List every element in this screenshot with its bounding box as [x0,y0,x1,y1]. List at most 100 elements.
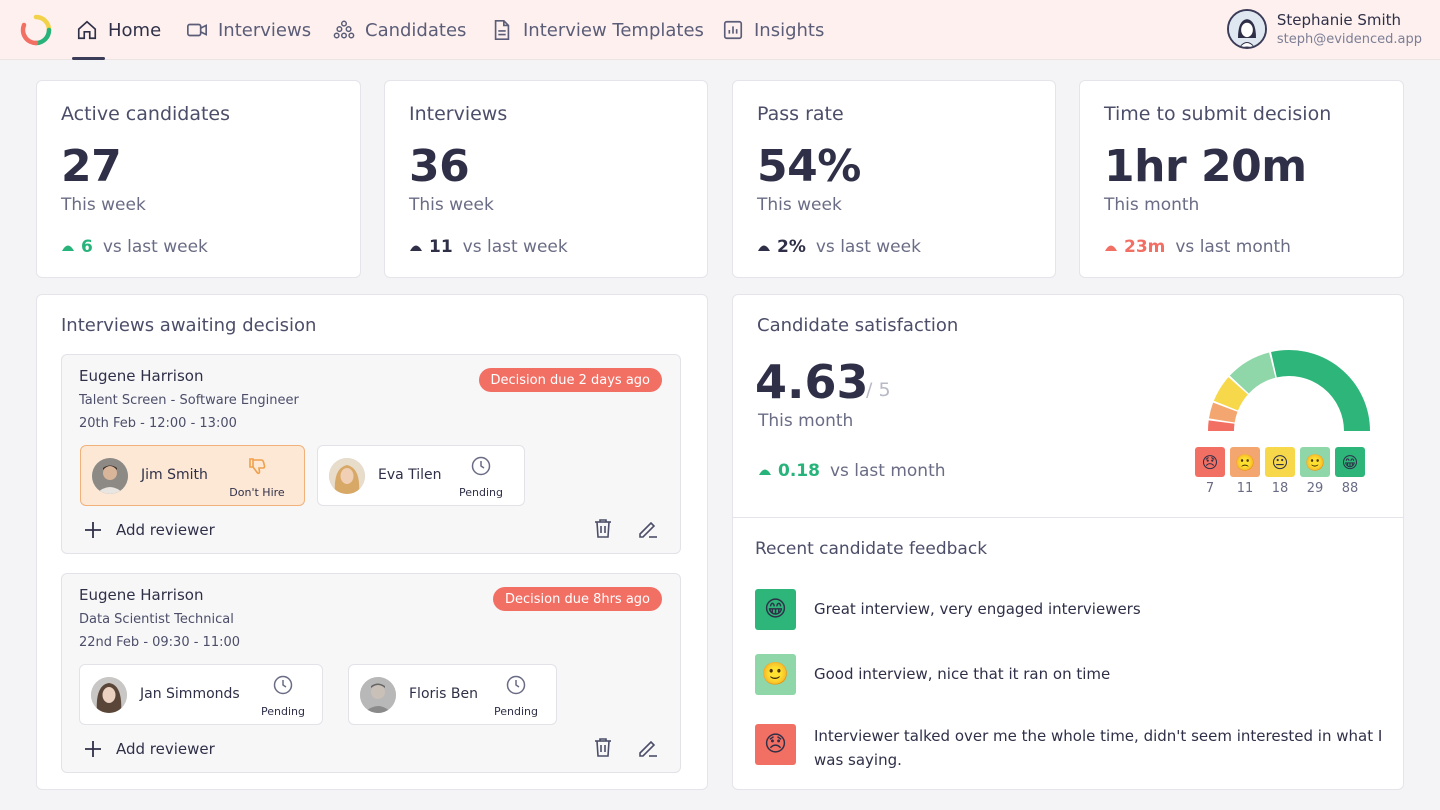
thumbs-down-icon [249,458,266,475]
candidate-name: Eugene Harrison [79,586,204,604]
rating-item: 🙂 29 [1300,447,1330,496]
reviewer-avatar [92,458,128,494]
reviewer-card[interactable]: Jan Simmonds Pending [79,664,323,725]
edit-icon[interactable] [637,517,659,539]
happy-face-icon: 🙂 [1300,447,1330,477]
trend-up-icon [759,469,771,475]
top-nav: Home Interviews Candidates Interview Tem… [0,0,1440,60]
plus-icon [85,522,101,538]
add-reviewer-label: Add reviewer [116,740,215,758]
nav-interview-templates[interactable]: Interview Templates [491,0,704,60]
feedback-item: 🙂 Good interview, nice that it ran on ti… [755,654,1384,695]
reviewer-avatar [91,677,127,713]
awaiting-decision-panel: Interviews awaiting decision Eugene Harr… [36,294,708,790]
document-icon [494,20,510,40]
nav-insights-label: Insights [754,19,825,41]
reviewer-card[interactable]: Eva Tilen Pending [317,445,525,506]
reviewer-status-label: Pending [261,705,305,718]
candidate-satisfaction-panel: Candidate satisfaction 4.63 / 5 This mon… [732,294,1404,790]
stat-period: This month [1104,195,1200,215]
gauge-segment [1229,352,1277,394]
nav-insights[interactable]: Insights [722,0,824,60]
interview-card[interactable]: Eugene Harrison Data Scientist Technical… [61,573,681,773]
nav-home[interactable]: Home [71,0,162,60]
reviewer-name: Floris Ben [409,686,478,702]
feedback-item: 😁 Great interview, very engaged intervie… [755,589,1384,630]
stat-value: 27 [61,141,122,192]
candidate-name: Eugene Harrison [79,367,204,385]
satisfaction-period: This month [758,411,854,431]
trend-up-icon [410,245,422,251]
feedback-text: Great interview, very engaged interviewe… [814,600,1141,618]
gauge-segment [1208,420,1235,432]
stat-delta: 2% [777,237,806,257]
stat-delta: 11 [429,237,453,257]
panel-title: Interviews awaiting decision [61,315,317,336]
stat-label: Interviews [409,103,508,125]
stat-compare: vs last month [1175,237,1291,257]
edit-icon[interactable] [637,736,659,758]
satisfaction-delta: 0.18 [778,461,820,481]
trend-up-icon [1105,245,1117,251]
reviewer-name: Jim Smith [141,467,208,483]
feedback-title: Recent candidate feedback [755,539,988,559]
add-reviewer-button[interactable]: Add reviewer [84,521,215,539]
stat-trend: 6 vs last week [61,237,208,257]
rating-breakdown: 😞 7 🙁 11 😐 18 🙂 29 😁 88 [1195,447,1370,496]
clock-icon [471,456,491,476]
stat-label: Time to submit decision [1104,103,1332,125]
reviewer-status-label: Pending [459,486,503,499]
feedback-text: Good interview, nice that it ran on time [814,665,1111,683]
trash-icon[interactable] [592,517,614,539]
nav-candidates-label: Candidates [365,19,467,41]
interview-card[interactable]: Eugene Harrison Talent Screen - Software… [61,354,681,554]
reviewer-status: Pending [476,675,556,719]
decision-due-badge: Decision due 2 days ago [478,368,662,392]
gauge-segment [1208,402,1238,423]
rating-item: 🙁 11 [1230,447,1260,496]
interview-time: 22nd Feb - 09:30 - 11:00 [79,635,241,650]
chart-icon [723,20,743,40]
divider [733,517,1403,518]
stat-period: This week [409,195,494,215]
gauge-segment [1271,350,1370,432]
reviewer-name: Eva Tilen [378,467,442,483]
gauge-segment [1213,377,1249,411]
stat-period: This week [757,195,842,215]
satisfaction-compare: vs last month [829,461,946,481]
satisfaction-trend: 0.18 vs last month [758,461,946,481]
decision-due-badge: Decision due 8hrs ago [492,587,662,611]
stat-value: 36 [409,141,470,192]
user-email: steph@evidenced.app [1276,32,1422,47]
trash-icon[interactable] [592,736,614,758]
people-icon [333,20,355,39]
sad-face-icon: 🙁 [1230,447,1260,477]
reviewer-status: Pending [441,456,521,500]
add-reviewer-button[interactable]: Add reviewer [84,740,215,758]
nav-interviews-label: Interviews [218,19,312,41]
stat-card-active-candidates: Active candidates 27 This week 6 vs last… [36,80,361,278]
user-menu[interactable]: Stephanie Smith steph@evidenced.app [1226,9,1422,49]
nav-candidates[interactable]: Candidates [333,0,466,60]
panel-title: Candidate satisfaction [757,315,959,336]
stat-trend: 23m vs last month [1104,237,1291,257]
nav-interviews[interactable]: Interviews [186,0,311,60]
rating-count: 29 [1306,481,1324,496]
stat-compare: vs last week [102,237,208,257]
evidenced-logo[interactable] [20,14,52,46]
nav-home-label: Home [108,19,162,41]
sad-face-icon: 😞 [755,724,796,765]
stat-label: Pass rate [757,103,844,125]
stat-value: 54% [757,141,861,192]
reviewer-card[interactable]: Jim Smith Don't Hire [80,445,305,506]
reviewer-card[interactable]: Floris Ben Pending [348,664,557,725]
stat-trend: 2% vs last week [757,237,921,257]
plus-icon [85,741,101,757]
user-name: Stephanie Smith [1276,11,1402,29]
reviewer-avatar [329,458,365,494]
rating-item: 😁 88 [1335,447,1365,496]
feedback-text: Interviewer talked over me the whole tim… [814,727,1383,769]
satisfaction-score: 4.63 [755,355,869,409]
rating-item: 😐 18 [1265,447,1295,496]
satisfaction-gauge [1208,350,1370,432]
